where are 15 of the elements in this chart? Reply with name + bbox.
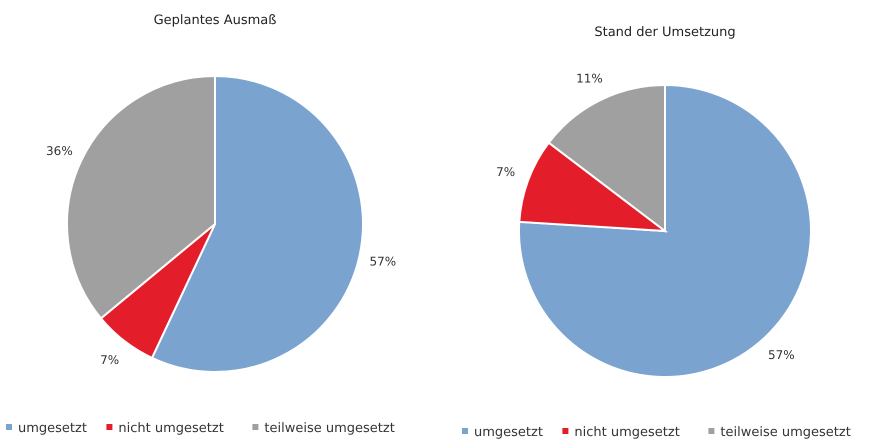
legend-label: teilweise umgesetzt	[720, 425, 851, 440]
chart-title: Geplantes Ausmaß	[154, 13, 276, 28]
data-label: 57%	[768, 348, 795, 362]
data-label: 36%	[46, 144, 73, 158]
legend-label: nicht umgesetzt	[574, 425, 680, 440]
chart-title: Stand der Umsetzung	[594, 25, 736, 40]
pie-slice	[518, 84, 812, 378]
data-label: 57%	[370, 254, 396, 269]
legend-label: umgesetzt	[474, 425, 543, 440]
legend-label: nicht umgesetzt	[118, 421, 224, 436]
data-label: 11%	[576, 72, 603, 86]
data-label: 7%	[100, 352, 120, 367]
legend-label: teilweise umgesetzt	[264, 421, 395, 436]
data-label: 7%	[496, 164, 516, 179]
legend-label: umgesetzt	[18, 421, 87, 436]
